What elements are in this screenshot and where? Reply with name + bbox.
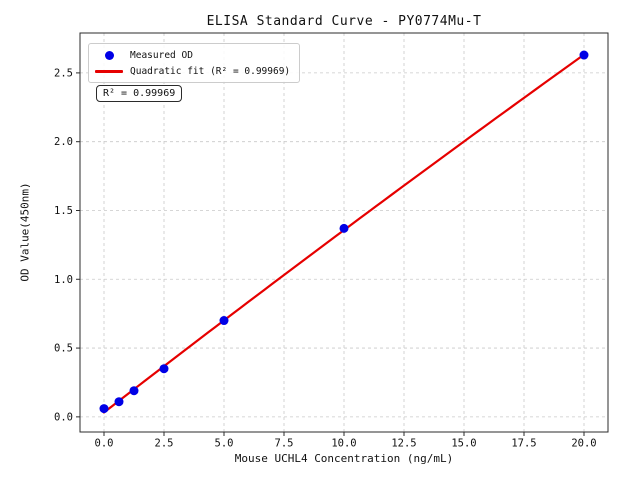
x-tick-label: 7.5 bbox=[275, 438, 294, 450]
x-tick-label: 12.5 bbox=[391, 438, 416, 450]
legend-item-quadratic-fit: Quadratic fit (R² = 0.99969) bbox=[95, 65, 290, 77]
plot-border bbox=[79, 32, 609, 433]
y-tick-label: 0.5 bbox=[54, 343, 73, 355]
y-tick-label: 1.0 bbox=[54, 274, 73, 286]
x-tick-label: 17.5 bbox=[511, 438, 536, 450]
x-tick-label: 10.0 bbox=[331, 438, 356, 450]
x-tick-label: 5.0 bbox=[215, 438, 234, 450]
scatter-marker-icon bbox=[104, 50, 114, 60]
legend-handle bbox=[95, 50, 123, 60]
y-axis-label: OD Value(450nm) bbox=[18, 182, 32, 282]
chart-title: ELISA Standard Curve - PY0774Mu-T bbox=[206, 14, 482, 29]
data-point bbox=[579, 50, 589, 60]
y-tick-label: 2.0 bbox=[54, 136, 73, 148]
y-tick-label: 2.5 bbox=[54, 67, 73, 79]
legend-label-quadratic-fit: Quadratic fit (R² = 0.99969) bbox=[130, 65, 291, 77]
data-point bbox=[99, 404, 109, 414]
x-tick-label: 0.0 bbox=[95, 438, 114, 450]
data-point bbox=[219, 316, 229, 326]
x-tick-label: 2.5 bbox=[155, 438, 174, 450]
y-tick-label: 0.0 bbox=[54, 411, 73, 423]
legend-handle bbox=[95, 69, 123, 73]
x-axis-label: Mouse UCHL4 Concentration (ng/mL) bbox=[234, 452, 454, 465]
legend-label-measured-od: Measured OD bbox=[130, 49, 193, 61]
data-point bbox=[114, 397, 124, 407]
data-point bbox=[339, 223, 349, 233]
data-point bbox=[129, 386, 139, 396]
legend: Measured OD Quadratic fit (R² = 0.99969) bbox=[88, 43, 301, 83]
y-tick-label: 1.5 bbox=[54, 205, 73, 217]
x-tick-label: 15.0 bbox=[451, 438, 476, 450]
data-point bbox=[159, 364, 169, 374]
line-marker-icon bbox=[95, 69, 123, 73]
x-tick-label: 20.0 bbox=[571, 438, 596, 450]
legend-item-measured-od: Measured OD bbox=[95, 49, 290, 61]
r-squared-annotation: R² = 0.99969 bbox=[96, 85, 183, 102]
